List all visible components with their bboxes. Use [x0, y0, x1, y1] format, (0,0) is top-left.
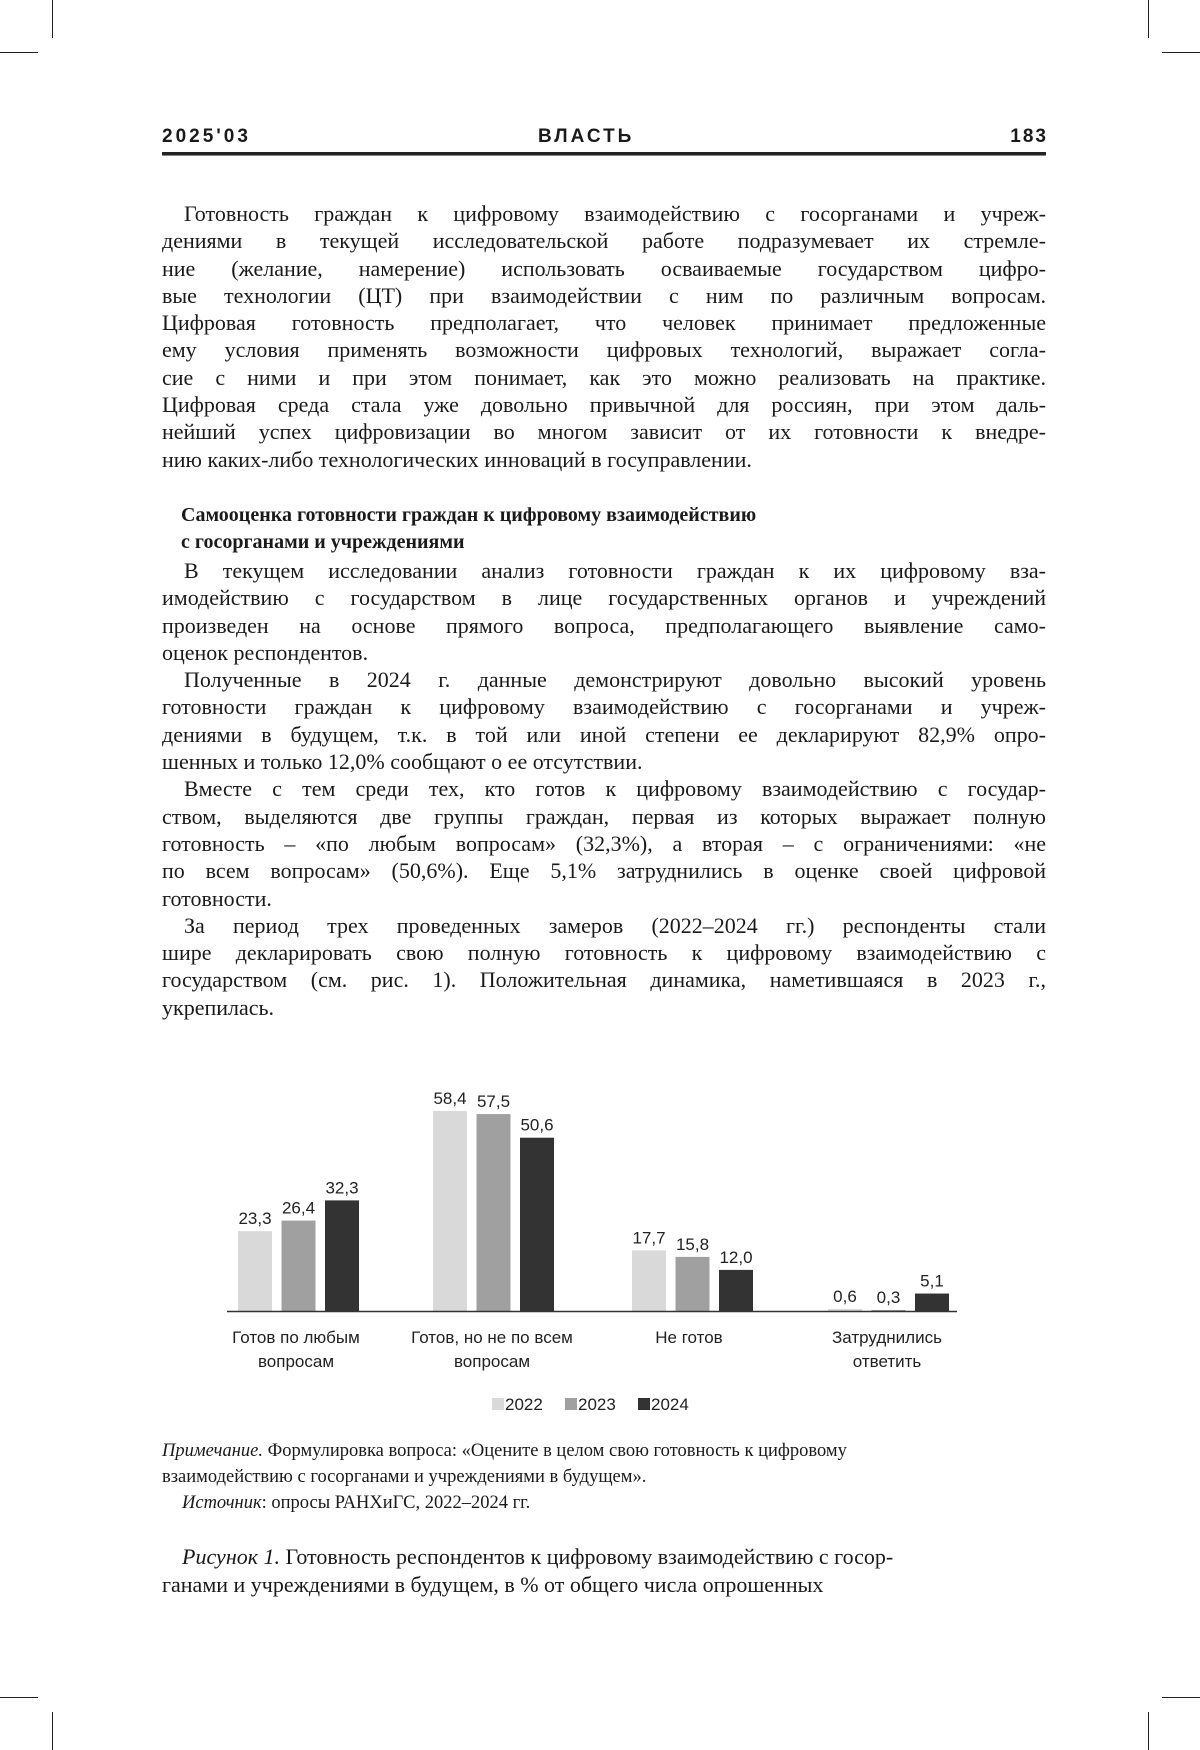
data-label: 26,4 [282, 1199, 315, 1218]
bar-2023 [871, 1309, 906, 1311]
text-line: Полученные в 2024 г. данные демонстрирую… [184, 667, 1046, 693]
category-label: вопросам [454, 1352, 530, 1371]
caption-line: Рисунок 1. Готовность респондентов к циф… [162, 1543, 1046, 1571]
section-heading-line: с госорганами и учреждениями [181, 531, 465, 553]
text-line: государством (см. рис. 1). Положительная… [162, 967, 1046, 993]
data-label: 57,5 [477, 1092, 510, 1111]
text-line: дениями в будущем, т.к. в той или иной с… [162, 721, 1046, 747]
issue-number: 2025'03 [162, 126, 251, 147]
category-label: Не готов [655, 1328, 722, 1347]
bar-2024 [915, 1293, 949, 1311]
data-label: 23,3 [238, 1209, 271, 1228]
text-line: оценок респондентов. [162, 639, 369, 665]
bar-2022 [632, 1250, 666, 1311]
text-line: готовность – «по любым вопросам» (32,3%)… [162, 830, 1046, 856]
section-heading-line: Самооценка готовности граждан к цифровом… [181, 504, 757, 526]
crop-mark [1148, 1712, 1149, 1750]
note-line: Примечание. Формулировка вопроса: «Оцени… [162, 1438, 1046, 1464]
paragraph: Вместе с тем среди тех, кто готов к цифр… [162, 775, 1046, 911]
data-label: 50,6 [520, 1116, 553, 1135]
paragraph: За период трех проведенных замеров (2022… [162, 912, 1046, 1021]
text-line: шире декларировать свою полную готовност… [162, 940, 1046, 966]
category-label: Готов, но не по всем [411, 1328, 573, 1347]
source-line: Источник: опросы РАНХиГС, 2022–2024 гг. [162, 1490, 1046, 1516]
text-line: За период трех проведенных замеров (2022… [184, 912, 1046, 938]
note-text-2: взаимодействию с госорганами и учреждени… [162, 1467, 647, 1487]
crop-mark [0, 52, 38, 53]
paragraph: В текущем исследовании анализ готовности… [162, 557, 1046, 666]
category-label: Готов по любым [232, 1328, 360, 1347]
bar-2024 [520, 1137, 554, 1311]
crop-mark [1162, 1697, 1200, 1698]
text-line: по всем вопросам» (50,6%). Еще 5,1% затр… [162, 858, 1046, 884]
source-label: Источник [182, 1493, 262, 1513]
text-line: шенных и только 12,0% сообщают о ее отсу… [162, 749, 643, 775]
text-line: сие с ними и при этом понимает, как это … [162, 364, 1046, 390]
text-line: вые технологии (ЦТ) при взаимодействии с… [162, 282, 1046, 308]
crop-mark [0, 1697, 38, 1698]
bar-2023 [675, 1256, 710, 1311]
text-line: укрепилась. [162, 994, 275, 1020]
data-label: 0,6 [833, 1287, 857, 1306]
crop-mark [1162, 52, 1200, 53]
legend-swatch-2022 [492, 1398, 504, 1410]
text-line: готовности. [162, 885, 272, 911]
caption-label: Рисунок 1. [182, 1544, 281, 1569]
text-line: готовности граждан к цифровому взаимодей… [162, 694, 1046, 720]
category-label: ответить [853, 1352, 922, 1371]
crop-mark [52, 0, 53, 38]
figure-note: Примечание. Формулировка вопроса: «Оцени… [162, 1438, 1046, 1516]
text-line: Цифровая готовность предполагает, что че… [162, 310, 1046, 336]
text-line: произведен на основе прямого вопроса, пр… [162, 612, 1046, 638]
bar-2022 [433, 1111, 467, 1311]
data-label: 0,3 [877, 1288, 901, 1307]
source-text: : опросы РАНХиГС, 2022–2024 гг. [261, 1493, 531, 1513]
text-line: ему условия применять возможности цифров… [162, 337, 1046, 363]
bar-2023 [281, 1220, 316, 1311]
section-heading: Самооценка готовности граждан к цифровом… [181, 502, 756, 556]
legend-label: 2023 [578, 1395, 616, 1414]
intro-paragraph: Готовность граждан к цифровому взаимодей… [162, 200, 1046, 473]
bar-2022 [828, 1308, 862, 1311]
category-label: вопросам [258, 1352, 334, 1371]
text-line: ние (желание, намерение) использовать ос… [162, 255, 1046, 281]
legend-swatch-2024 [638, 1398, 650, 1410]
note-text: Формулировка вопроса: «Оцените в целом с… [262, 1441, 847, 1461]
bar-chart: 23,3 58,4 17,7 0,6 26,4 57,5 15,8 0,3 32,3 50,6 12… [227, 1089, 957, 1414]
note-label: Примечание. [162, 1441, 263, 1461]
data-label: 17,7 [632, 1228, 665, 1247]
bar-2024 [325, 1200, 359, 1311]
figure-caption: Рисунок 1. Готовность респондентов к циф… [162, 1543, 1046, 1599]
data-label: 58,4 [433, 1089, 466, 1108]
body-paragraphs: В текущем исследовании анализ готовности… [162, 557, 1046, 1021]
page-number: 183 [1010, 126, 1048, 147]
legend-label: 2024 [651, 1395, 689, 1414]
data-label: 15,8 [676, 1235, 709, 1254]
text-line: имодействию с государством в лице госуда… [162, 585, 1046, 611]
data-label: 5,1 [920, 1272, 944, 1291]
journal-title: ВЛАСТЬ [538, 126, 635, 147]
text-line: В текущем исследовании анализ готовности… [184, 558, 1046, 583]
category-label: Затруднились [832, 1328, 942, 1347]
bar-2023 [476, 1114, 511, 1311]
caption-text: Готовность респондентов к цифровому взаи… [280, 1544, 894, 1569]
data-label: 12,0 [719, 1248, 752, 1267]
data-label: 32,3 [325, 1178, 358, 1197]
text-line: нию каких-либо технологических инноваций… [162, 446, 752, 472]
crop-mark [52, 1712, 53, 1750]
bar-2024 [719, 1269, 753, 1311]
text-line: Цифровая среда стала уже довольно привыч… [162, 392, 1046, 418]
caption-text-2: ганами и учреждениями в будущем, в % от … [162, 1572, 824, 1597]
legend-label: 2022 [505, 1395, 543, 1414]
text-line: Готовность граждан к цифровому взаимодей… [184, 201, 1046, 226]
paragraph: Полученные в 2024 г. данные демонстрирую… [162, 666, 1046, 775]
legend-swatch-2023 [565, 1398, 577, 1410]
text-line: Вместе с тем среди тех, кто готов к цифр… [184, 776, 1046, 802]
text-line: ством, выделяются две группы граждан, пе… [162, 803, 1046, 829]
bar-2022 [238, 1231, 272, 1311]
header-rule [162, 152, 1046, 156]
crop-mark [1148, 0, 1149, 38]
text-line: дениями в текущей исследовательской рабо… [162, 228, 1046, 254]
text-line: нейший успех цифровизации во многом зави… [162, 419, 1046, 445]
